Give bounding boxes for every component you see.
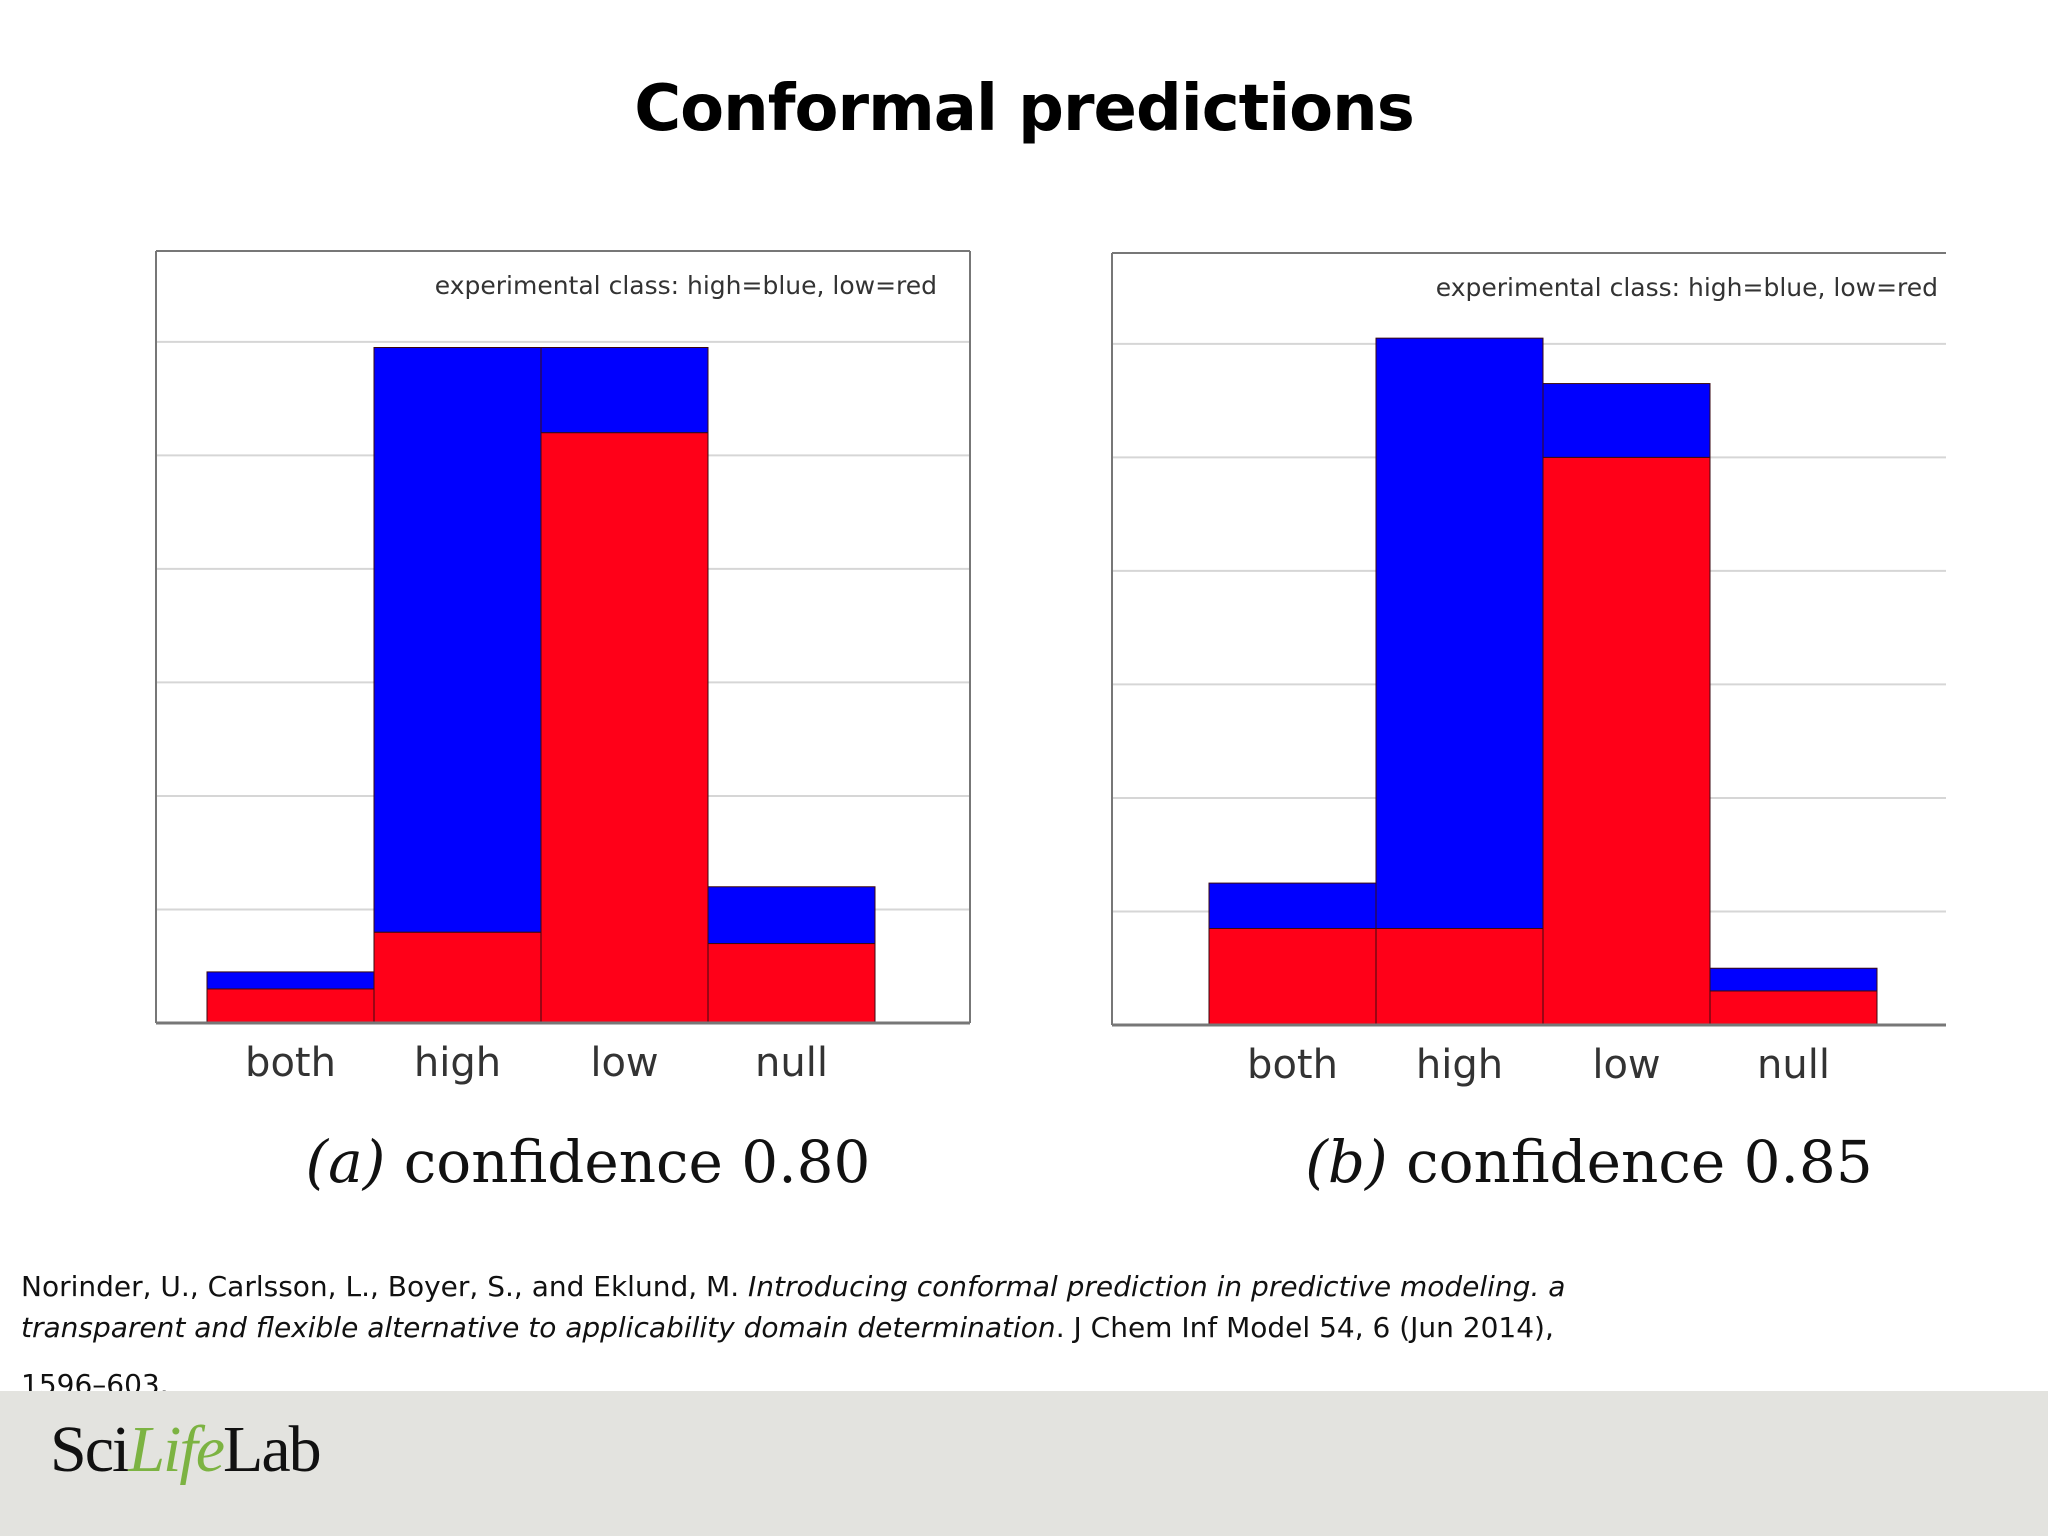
citation-journal: . J Chem Inf Model 54, 6 (Jun 2014), [1055,1311,1554,1344]
charts-svg: both high low null experimental class: high=… [155,250,1946,1196]
tick-label-a-both: both [245,1040,336,1086]
bar-b-high-high [1375,337,1544,930]
bar-b-both-low [1208,928,1377,1026]
bar-a-null-low [707,943,876,1024]
bar-b-low-low [1542,456,1711,1026]
citation: Norinder, U., Carlsson, L., Boyer, S., a… [21,1266,1581,1405]
bar-a-low-high [540,347,709,434]
bar-b-null-high [1709,967,1878,992]
tick-label-b-both: both [1247,1042,1338,1088]
tick-label-a-high: high [414,1040,501,1086]
bar-b-low-high [1542,383,1711,458]
bar-a-both-high [206,971,375,990]
citation-title: Introducing conformal prediction in pred… [21,1270,1566,1344]
citation-authors: Norinder, U., Carlsson, L., Boyer, S., a… [21,1270,748,1303]
tick-label-b-high: high [1416,1042,1503,1088]
bar-a-null-high [707,886,876,945]
bar-a-high-high [373,347,542,933]
bar-a-high-low [373,931,542,1024]
tick-label-b-low: low [1592,1042,1660,1088]
tick-label-b-null: null [1757,1042,1830,1088]
legend-note-b: experimental class: high=blue, low=red [1436,273,1938,302]
tick-label-a-null: null [755,1040,828,1086]
chart-caption-b: (b) confidence 0.85 [1305,1128,1872,1196]
bar-a-low-low [540,432,709,1024]
bar-b-high-low [1375,928,1544,1026]
scilifelab-logo: SciLifeLab [50,1413,322,1486]
slide-title: Conformal predictions [634,72,1415,146]
bar-b-both-high [1208,882,1377,930]
bar-a-both-low [206,988,375,1024]
footer-band [0,1391,2048,1536]
tick-label-a-low: low [590,1040,658,1086]
bar-b-null-low [1709,990,1878,1026]
chart-caption-a: (a) confidence 0.80 [306,1128,871,1196]
legend-note-a: experimental class: high=blue, low=red [435,271,937,300]
